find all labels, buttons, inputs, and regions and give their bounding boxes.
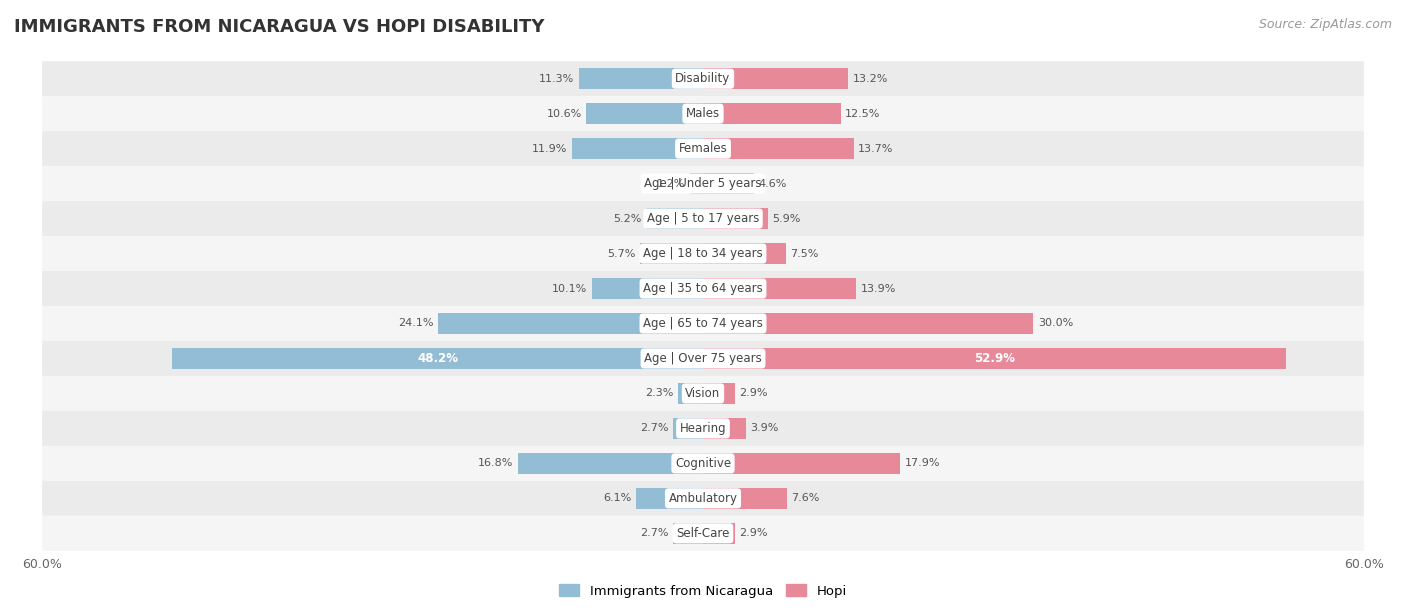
Text: 12.5%: 12.5% (845, 109, 880, 119)
Text: 17.9%: 17.9% (904, 458, 941, 468)
FancyBboxPatch shape (42, 236, 1364, 271)
Bar (578, 68, 703, 89)
Text: 2.9%: 2.9% (740, 389, 768, 398)
FancyBboxPatch shape (42, 481, 1364, 516)
Text: 2.7%: 2.7% (640, 424, 669, 433)
Bar (703, 68, 848, 89)
Bar (703, 173, 754, 194)
FancyBboxPatch shape (42, 201, 1364, 236)
Text: 7.6%: 7.6% (792, 493, 820, 503)
Text: Disability: Disability (675, 72, 731, 85)
Text: 6.1%: 6.1% (603, 493, 631, 503)
Bar (678, 383, 703, 404)
FancyBboxPatch shape (42, 271, 1364, 306)
Bar (703, 278, 856, 299)
Text: Age | 18 to 34 years: Age | 18 to 34 years (643, 247, 763, 260)
Text: 7.5%: 7.5% (790, 248, 818, 258)
Text: 13.9%: 13.9% (860, 283, 896, 294)
Text: 5.9%: 5.9% (772, 214, 801, 223)
Bar (673, 523, 703, 544)
Text: 13.7%: 13.7% (858, 144, 894, 154)
Text: 30.0%: 30.0% (1038, 318, 1073, 329)
FancyBboxPatch shape (42, 131, 1364, 166)
FancyBboxPatch shape (42, 96, 1364, 131)
Text: Cognitive: Cognitive (675, 457, 731, 470)
Legend: Immigrants from Nicaragua, Hopi: Immigrants from Nicaragua, Hopi (554, 579, 852, 603)
Text: 5.7%: 5.7% (607, 248, 636, 258)
Text: Age | 35 to 64 years: Age | 35 to 64 years (643, 282, 763, 295)
Bar (572, 138, 703, 159)
Text: 11.9%: 11.9% (531, 144, 568, 154)
FancyBboxPatch shape (42, 61, 1364, 96)
Text: 3.9%: 3.9% (751, 424, 779, 433)
Text: Age | Under 5 years: Age | Under 5 years (644, 177, 762, 190)
Bar (645, 208, 703, 229)
Text: Age | 5 to 17 years: Age | 5 to 17 years (647, 212, 759, 225)
Text: 2.3%: 2.3% (645, 389, 673, 398)
Text: 13.2%: 13.2% (853, 73, 889, 84)
Bar (690, 173, 703, 194)
Text: Hearing: Hearing (679, 422, 727, 435)
Bar (703, 103, 841, 124)
FancyBboxPatch shape (42, 446, 1364, 481)
Bar (703, 138, 853, 159)
Bar (703, 418, 747, 439)
Bar (592, 278, 703, 299)
Text: 4.6%: 4.6% (758, 179, 786, 188)
Text: 2.7%: 2.7% (640, 528, 669, 539)
Bar (703, 488, 787, 509)
Text: Age | 65 to 74 years: Age | 65 to 74 years (643, 317, 763, 330)
Bar (437, 313, 703, 334)
Text: Self-Care: Self-Care (676, 527, 730, 540)
FancyBboxPatch shape (42, 166, 1364, 201)
Text: 10.6%: 10.6% (547, 109, 582, 119)
Text: 52.9%: 52.9% (974, 352, 1015, 365)
FancyBboxPatch shape (42, 306, 1364, 341)
Text: 2.9%: 2.9% (740, 528, 768, 539)
Bar (703, 383, 735, 404)
Bar (703, 208, 768, 229)
Text: 11.3%: 11.3% (538, 73, 574, 84)
Text: 16.8%: 16.8% (478, 458, 513, 468)
FancyBboxPatch shape (42, 516, 1364, 551)
Text: 24.1%: 24.1% (398, 318, 433, 329)
FancyBboxPatch shape (42, 341, 1364, 376)
Text: 48.2%: 48.2% (418, 352, 458, 365)
Bar (703, 313, 1033, 334)
Bar (586, 103, 703, 124)
Text: IMMIGRANTS FROM NICARAGUA VS HOPI DISABILITY: IMMIGRANTS FROM NICARAGUA VS HOPI DISABI… (14, 18, 544, 36)
Text: Age | Over 75 years: Age | Over 75 years (644, 352, 762, 365)
Text: Males: Males (686, 107, 720, 120)
Bar (640, 243, 703, 264)
Text: 10.1%: 10.1% (553, 283, 588, 294)
FancyBboxPatch shape (42, 376, 1364, 411)
Bar (517, 453, 703, 474)
Bar (172, 348, 703, 369)
Text: 5.2%: 5.2% (613, 214, 641, 223)
FancyBboxPatch shape (42, 411, 1364, 446)
Bar (703, 348, 1285, 369)
Bar (703, 453, 900, 474)
Bar (673, 418, 703, 439)
Bar (703, 523, 735, 544)
Text: Vision: Vision (685, 387, 721, 400)
Text: Ambulatory: Ambulatory (668, 492, 738, 505)
Bar (636, 488, 703, 509)
Text: Source: ZipAtlas.com: Source: ZipAtlas.com (1258, 18, 1392, 31)
Text: 1.2%: 1.2% (657, 179, 685, 188)
Text: Females: Females (679, 142, 727, 155)
Bar (703, 243, 786, 264)
